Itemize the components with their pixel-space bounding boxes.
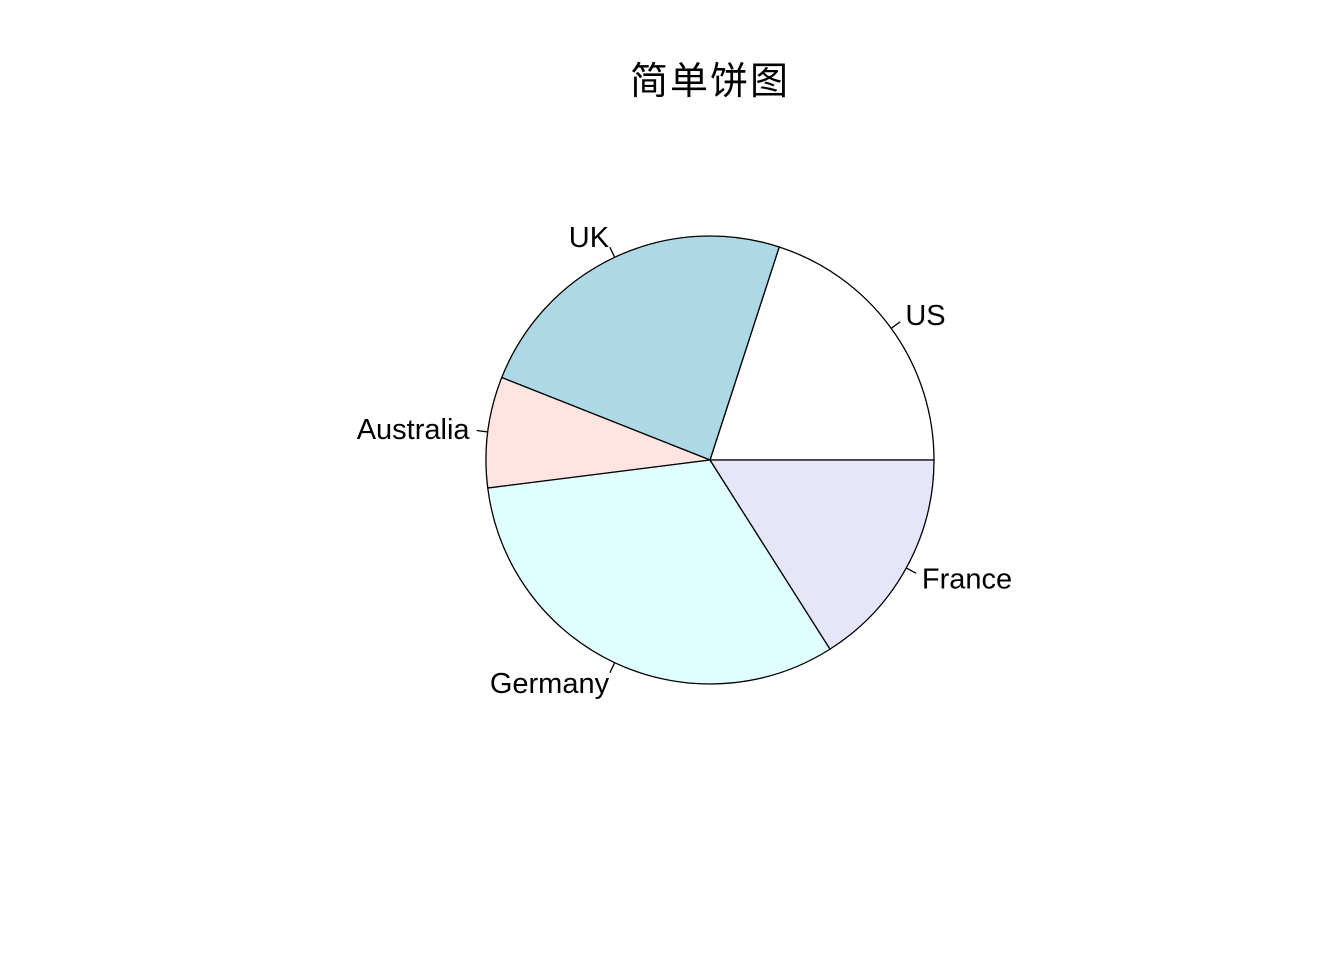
pie-slices: [485, 235, 935, 685]
label-tick-australia: [476, 429, 488, 433]
slice-label-france: France: [922, 564, 1012, 596]
label-tick-uk: [609, 246, 616, 258]
label-tick-france: [905, 567, 917, 574]
label-ticks: [476, 246, 917, 674]
slice-label-uk: UK: [569, 222, 610, 254]
slice-label-us: US: [905, 300, 945, 332]
label-tick-us: [890, 321, 901, 329]
slice-labels: US UK Australia Germany France: [357, 222, 1012, 700]
label-tick-germany: [609, 662, 616, 674]
slice-label-australia: Australia: [357, 414, 471, 446]
pie-slice-us: [709, 246, 935, 461]
slice-label-germany: Germany: [490, 668, 610, 700]
chart-title: 简单饼图: [629, 59, 790, 103]
pie-slice-france: [708, 459, 935, 651]
pie-slice-germany: [487, 459, 831, 685]
